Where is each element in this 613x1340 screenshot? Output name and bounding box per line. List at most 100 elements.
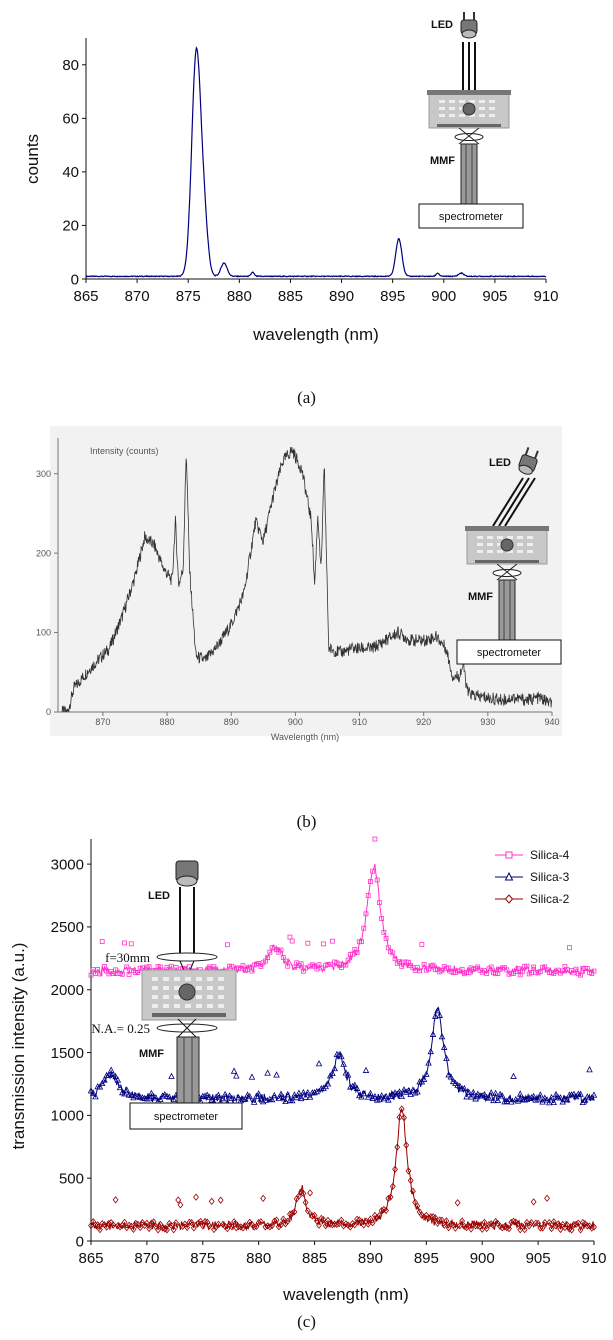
data-point <box>410 1187 416 1195</box>
data-point <box>420 1075 428 1082</box>
photonic-crystal-hole-icon <box>174 977 180 981</box>
x-tick-label: 920 <box>416 717 431 727</box>
data-point <box>141 1221 148 1230</box>
data-point <box>577 1090 584 1097</box>
lens-icon <box>454 133 484 141</box>
photonic-crystal-hole-icon <box>527 543 533 546</box>
data-point <box>170 1226 177 1234</box>
data-point <box>148 1219 155 1227</box>
data-point <box>550 1098 558 1106</box>
y-tick-label: 200 <box>36 548 51 558</box>
photonic-crystal-hole-icon <box>207 977 213 981</box>
data-point <box>127 1091 135 1098</box>
data-point <box>302 1198 309 1207</box>
data-point <box>98 1079 106 1087</box>
photonic-crystal-hole-icon <box>207 995 213 999</box>
chart-a: 0 20 40 60 80 865 870 875 880 885 890 895 900 905 910 w… <box>23 12 559 344</box>
data-point <box>173 1219 179 1227</box>
data-point <box>425 1214 432 1222</box>
legend-marker <box>505 851 513 859</box>
data-point <box>376 900 382 905</box>
x-tick-label: 900 <box>431 288 456 305</box>
data-point <box>421 961 427 967</box>
photonic-crystal-hole-icon <box>497 550 503 553</box>
data-point <box>523 1095 531 1103</box>
data-point <box>201 1092 209 1099</box>
data-point <box>177 1201 184 1209</box>
data-point <box>383 936 389 941</box>
light-beam-icon <box>504 477 536 527</box>
led-lead-icon <box>473 12 475 20</box>
data-point <box>117 1223 123 1231</box>
data-point <box>203 1091 211 1098</box>
data-point <box>371 1092 379 1100</box>
led-lens-icon <box>176 875 198 887</box>
y-tick-label: 3000 <box>51 856 84 873</box>
photonic-crystal-hole-icon <box>163 1004 169 1008</box>
data-point <box>92 1093 99 1100</box>
x-tick-label: 870 <box>95 717 110 727</box>
data-point <box>555 1220 562 1228</box>
y-tick-label: 2000 <box>51 982 84 999</box>
data-point <box>119 971 125 977</box>
ray-icon <box>177 1018 197 1038</box>
data-point <box>197 1217 204 1226</box>
data-point <box>490 1096 497 1104</box>
photonic-crystal-hole-icon <box>489 100 495 103</box>
data-point <box>309 1212 316 1220</box>
data-point <box>186 1218 193 1226</box>
data-point <box>322 1222 329 1230</box>
data-point <box>479 1225 486 1233</box>
data-point <box>586 1065 593 1073</box>
series-line <box>85 46 547 278</box>
data-point <box>440 1043 448 1050</box>
photonic-crystal-hole-icon <box>479 107 485 110</box>
data-point <box>365 1220 372 1228</box>
data-point <box>208 1096 215 1103</box>
data-point <box>360 1221 367 1229</box>
led-label: LED <box>489 457 511 469</box>
data-point <box>449 1077 457 1085</box>
data-point <box>288 1097 296 1104</box>
data-point <box>400 1086 408 1093</box>
data-point <box>427 1047 435 1055</box>
data-point <box>478 1092 486 1099</box>
x-tick-label: 900 <box>470 1250 495 1267</box>
data-point <box>110 1221 117 1229</box>
led-icon <box>518 447 539 475</box>
data-point <box>329 1221 336 1229</box>
data-point <box>539 1224 546 1232</box>
data-point <box>397 959 402 965</box>
data-point <box>486 1221 492 1229</box>
photonic-crystal-hole-icon <box>527 550 533 553</box>
photonic-crystal-hole-icon <box>479 100 485 103</box>
data-point <box>496 1090 504 1097</box>
data-point <box>481 1090 488 1098</box>
photonic-crystal-hole-icon <box>174 995 180 999</box>
photonic-crystal-hole-icon <box>497 536 503 539</box>
data-point <box>364 1093 372 1100</box>
data-point <box>130 1093 137 1101</box>
ray-icon <box>496 563 518 581</box>
data-point <box>503 1097 511 1104</box>
data-point <box>157 1095 164 1102</box>
data-point <box>432 1214 439 1222</box>
fiber-label: MMF <box>430 155 455 167</box>
data-point <box>297 1094 305 1102</box>
data-point <box>273 1071 280 1078</box>
data-point <box>488 964 494 970</box>
data-point <box>367 1089 374 1096</box>
photonic-crystal-hole-icon <box>218 995 224 999</box>
data-point <box>516 1090 524 1097</box>
x-tick-label: 875 <box>176 288 201 305</box>
data-point <box>505 1095 513 1102</box>
light-beam-icon <box>492 477 524 527</box>
panel-c: 0 500 1000 1500 2000 2500 3000 865 870 875 880 885 8… <box>0 831 613 1340</box>
data-point <box>226 1092 233 1099</box>
data-point <box>302 1093 309 1100</box>
fiber-icon <box>460 143 478 205</box>
data-point <box>378 1092 385 1099</box>
data-point <box>470 1088 477 1095</box>
data-point <box>340 1060 347 1067</box>
data-point <box>392 956 398 962</box>
